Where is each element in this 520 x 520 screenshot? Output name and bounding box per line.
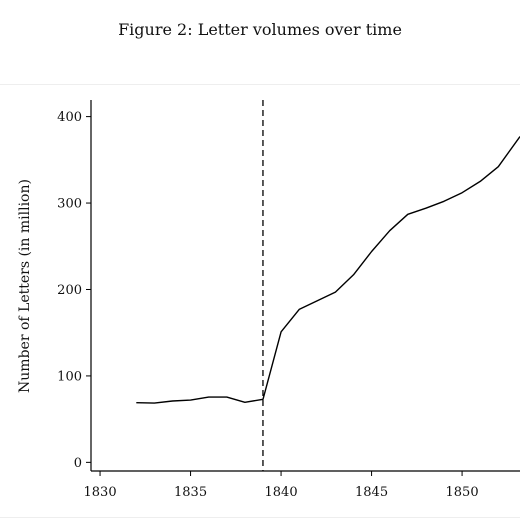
y-tick-label: 300: [57, 197, 82, 212]
y-tick-label: 200: [57, 283, 82, 298]
x-tick-label: 1830: [84, 485, 117, 500]
series-line: [136, 136, 520, 404]
x-tick-label: 1840: [265, 485, 298, 500]
y-tick-label: 100: [57, 369, 82, 384]
top-divider: [0, 84, 520, 85]
figure-caption: Figure 2: Letter volumes over time: [118, 20, 402, 39]
x-tick-label: 1850: [446, 485, 479, 500]
y-axis-title: Number of Letters (in million): [17, 179, 33, 393]
x-tick-label: 1835: [174, 485, 207, 500]
y-tick-label: 0: [74, 456, 82, 471]
bottom-divider: [0, 517, 520, 518]
x-tick-label: 1845: [355, 485, 388, 500]
y-tick-label: 400: [57, 110, 82, 125]
